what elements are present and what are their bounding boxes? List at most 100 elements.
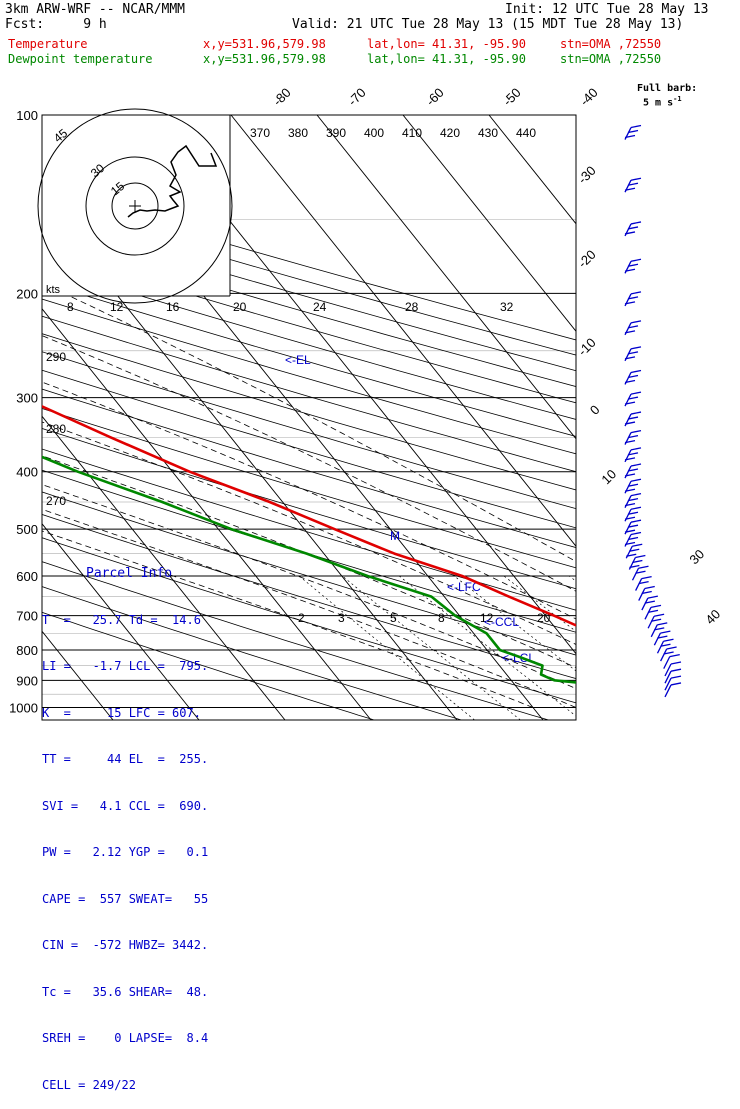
wind-barb-flag (657, 635, 668, 639)
theta-label: 420 (440, 126, 460, 140)
wind-barb (650, 622, 668, 638)
dry-adiabat (42, 537, 576, 704)
mixing-ratio-label: 20 (537, 611, 551, 625)
isotherm-label: 0 (587, 402, 603, 418)
wind-barb (653, 630, 671, 646)
wind-barb-flag (630, 447, 642, 451)
wind-barb-flag (627, 434, 639, 439)
isotherm-label: -80 (270, 85, 294, 109)
wind-barb-flag (624, 421, 636, 425)
isotherm-label: 40 (702, 606, 723, 627)
wind-barb-flag (657, 622, 668, 626)
parcel-row: SREH = 0 LAPSE= 8.4 (42, 1031, 209, 1045)
wind-barb-staff (641, 597, 649, 611)
wind-barb (638, 585, 655, 601)
parcel-row: T = 25.7 Td = 14.6 (42, 612, 201, 627)
wind-barb-flag (624, 473, 636, 477)
wind-barb-staff (660, 648, 668, 662)
level-marker: M (390, 529, 400, 543)
series-line (42, 455, 576, 684)
moist-adiabat (42, 381, 576, 620)
moist-adiabat (42, 530, 534, 708)
wind-barb (628, 554, 646, 570)
wind-speed-label: 28 (405, 300, 419, 314)
wind-barb (624, 124, 642, 140)
theta-label: 410 (402, 126, 422, 140)
wind-barb (635, 575, 652, 591)
wind-barb-flag (630, 291, 642, 295)
mixing-ratio-line (454, 575, 576, 672)
dewpoint-legend-label: Dewpoint temperature (8, 52, 153, 66)
parcel-row: CIN = -572 HWBZ= 3442. (42, 938, 209, 952)
hodograph-ring (37, 108, 233, 304)
wind-barb (663, 654, 680, 669)
theta-label: 280 (46, 422, 66, 436)
dry-adiabat (42, 218, 576, 372)
pressure-tick-label: 500 (16, 522, 38, 537)
wind-barb-flag (629, 564, 640, 569)
wind-barb (644, 604, 662, 620)
wind-barb-flag (669, 654, 680, 658)
moist-adiabat (42, 421, 576, 645)
dewpoint-xy: x,y=531.96,579.98 (203, 52, 326, 66)
wind-barb-staff (664, 677, 672, 691)
wind-barb-staff (664, 670, 672, 684)
isotherm-line (42, 308, 372, 720)
parcel-info-title: Parcel Info (86, 566, 173, 581)
wind-barb-flag (670, 675, 682, 679)
wind-barb (664, 682, 682, 698)
wind-barb-flag (632, 543, 643, 547)
wind-barb-flag (670, 668, 682, 672)
wind-barb-flag (627, 468, 639, 472)
parcel-row: PW = 2.12 YGP = 0.1 (42, 845, 209, 859)
wind-barb (624, 463, 642, 479)
dry-adiabat (42, 315, 576, 473)
hodograph-trace (127, 144, 218, 218)
wind-speed-label: 32 (500, 300, 514, 314)
wind-barb-flag (627, 351, 639, 355)
wind-barb (624, 369, 642, 385)
isotherm-label: -50 (500, 85, 524, 109)
dry-adiabat (42, 298, 576, 455)
wind-barb-flag (650, 604, 662, 608)
wind-barb-flag (624, 503, 636, 507)
wind-barb-flag (653, 613, 665, 617)
wind-barb (624, 258, 642, 274)
wind-barb (664, 661, 682, 677)
wind-barb-flag (624, 301, 636, 305)
pressure-tick-label: 600 (16, 569, 38, 584)
barb-legend-line1: Full barb: (637, 83, 698, 94)
level-marker: <-EL (285, 353, 311, 367)
plot-frame (41, 114, 577, 721)
isotherm-line (0, 115, 27, 720)
theta-label: 270 (46, 494, 66, 508)
hodograph-axis-label: kts (46, 284, 61, 296)
wind-barb-staff (647, 615, 655, 629)
isotherm-label: 30 (686, 546, 707, 567)
pressure-tick-label: 700 (16, 609, 38, 624)
pressure-tick-label: 300 (16, 391, 38, 406)
wind-barb (624, 429, 642, 445)
dry-adiabat (42, 281, 576, 437)
mixing-ratio-line (342, 575, 521, 720)
wind-barb (624, 346, 642, 362)
mixing-ratio-line (568, 575, 576, 582)
wind-barb-flag (624, 488, 636, 492)
mixing-ratio-line (398, 575, 576, 717)
dry-adiabat (42, 561, 549, 720)
isotherm-line (230, 115, 576, 547)
dry-adiabat (42, 491, 576, 656)
barb-legend-text: 5 m s (643, 97, 674, 109)
pressure-tick-label: 900 (16, 673, 38, 688)
wind-barb-flag (647, 609, 659, 613)
moist-adiabat (42, 484, 576, 690)
series-line (42, 404, 576, 627)
wind-barb-flag (663, 651, 674, 655)
wind-barb-flag (630, 506, 642, 510)
wind-barb-flag (627, 226, 639, 230)
wind-speed-label: 8 (67, 300, 74, 314)
wind-barb-flag (624, 231, 636, 235)
wind-barb-flag (624, 134, 636, 139)
moist-adiabat (63, 292, 576, 562)
wind-barb-flag (654, 627, 665, 631)
